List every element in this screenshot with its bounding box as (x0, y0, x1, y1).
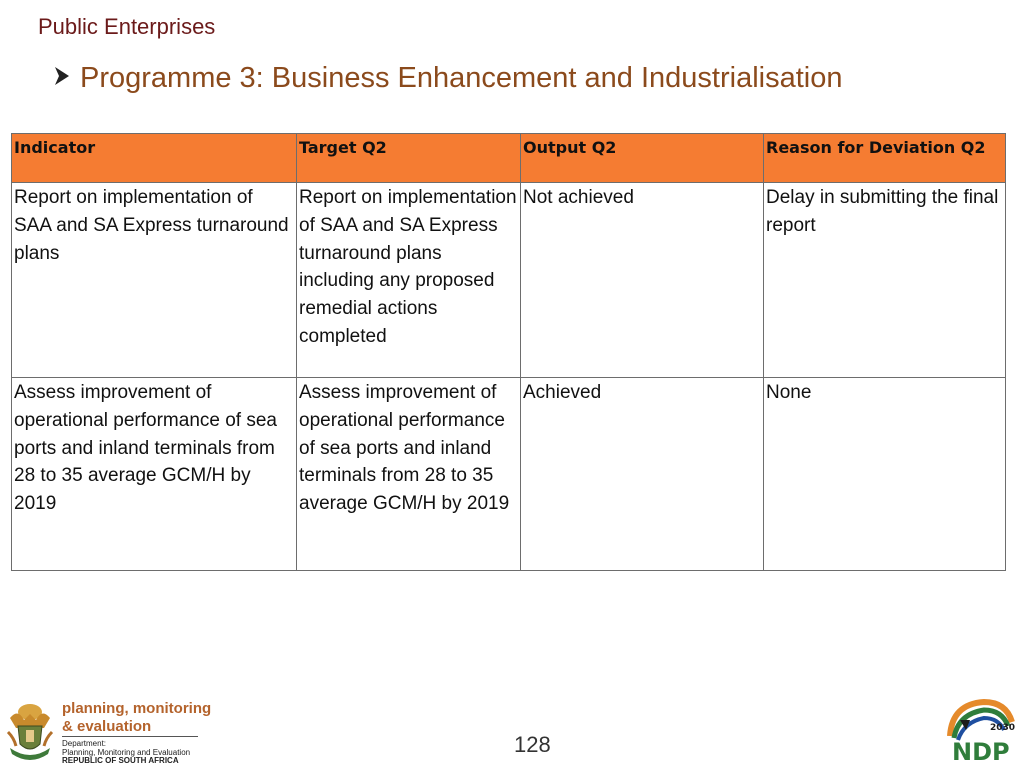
column-header-target: Target Q2 (296, 133, 521, 183)
heading-text: Programme 3: Business Enhancement and In… (80, 62, 843, 94)
divider (62, 736, 198, 737)
arrow-bullet-icon (55, 66, 69, 85)
reason-cell: Delay in submitting the final report (763, 182, 1006, 378)
output-cell: Achieved (520, 377, 764, 571)
indicator-cell: Assess improvement of operational perfor… (11, 377, 297, 571)
target-cell: Assess improvement of operational perfor… (296, 377, 521, 571)
column-header-indicator: Indicator (11, 133, 297, 183)
dpme-logo-line1: planning, monitoring (62, 700, 212, 717)
indicator-cell: Report on implementation of SAA and SA E… (11, 182, 297, 378)
ndp-text: NDP (952, 738, 1010, 764)
table-row: Report on implementation of SAA and SA E… (11, 182, 1006, 378)
dpme-logo: planning, monitoring & evaluation Depart… (4, 698, 211, 766)
table-row: Assess improvement of operational perfor… (11, 377, 1006, 571)
dpme-country: REPUBLIC OF SOUTH AFRICA (62, 756, 179, 765)
output-cell: Not achieved (520, 182, 764, 378)
slide-heading: Programme 3: Business Enhancement and In… (52, 62, 842, 95)
dpme-dept-name: Planning, Monitoring and Evaluation (62, 748, 191, 757)
target-cell: Report on implementation of SAA and SA E… (296, 182, 521, 378)
ndp-year: 2030 (990, 723, 1015, 733)
coat-of-arms-icon (6, 704, 54, 760)
page-number: 128 (514, 732, 551, 757)
reason-cell: None (763, 377, 1006, 571)
table-header-row: Indicator Target Q2 Output Q2 Reason for… (11, 133, 1006, 183)
indicator-table: Indicator Target Q2 Output Q2 Reason for… (11, 133, 1006, 571)
column-header-reason: Reason for Deviation Q2 (763, 133, 1006, 183)
ndp-2030-logo: 2030 NDP (947, 698, 1015, 764)
dpme-dept-label: Department: (62, 739, 107, 748)
dpme-logo-line2: & evaluation (62, 718, 152, 735)
column-header-output: Output Q2 (520, 133, 764, 183)
section-title: Public Enterprises (38, 14, 216, 39)
